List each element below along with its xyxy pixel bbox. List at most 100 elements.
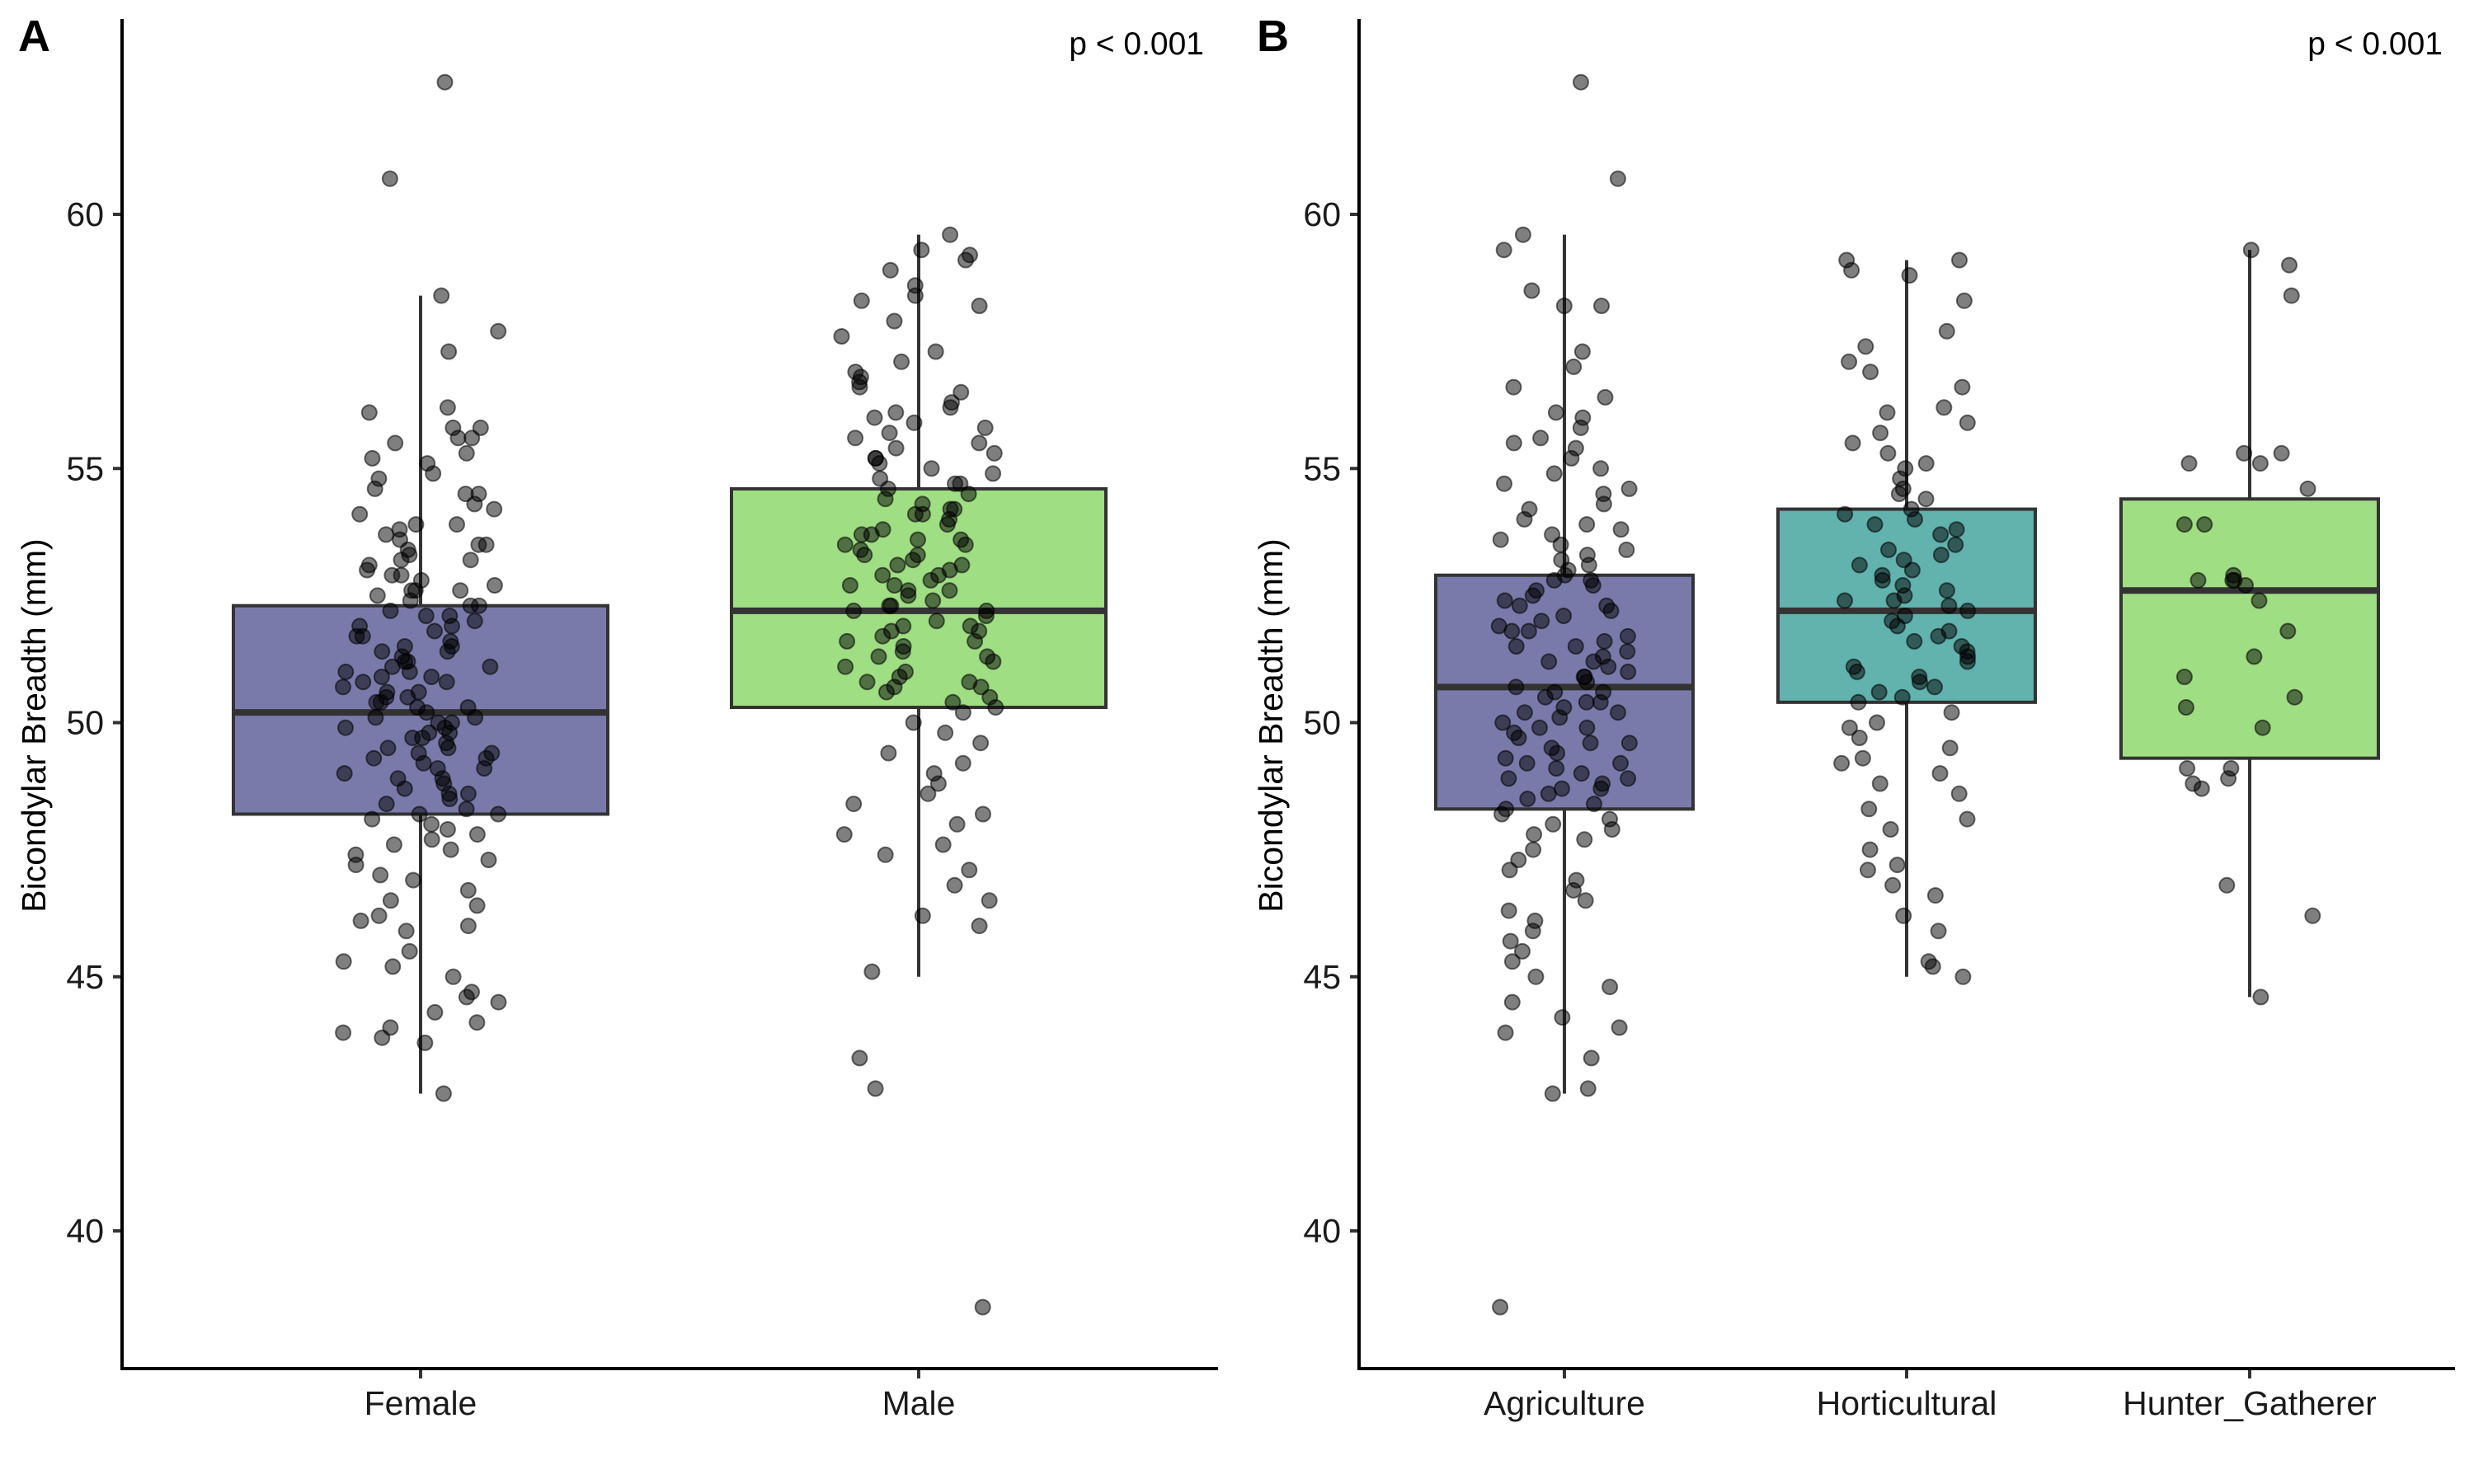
data-point	[1602, 979, 1619, 996]
data-point	[1959, 414, 1976, 431]
data-point	[1598, 597, 1616, 614]
data-point	[874, 566, 891, 584]
data-point	[962, 618, 979, 635]
data-point	[1895, 907, 1912, 924]
panel-a: A p < 0.001 Bicondylar Breadth (mm) 40 45…	[15, 12, 1218, 1422]
data-point	[937, 724, 954, 741]
data-point	[1926, 887, 1944, 904]
data-point	[2179, 760, 2196, 777]
data-point	[1572, 419, 1589, 436]
data-point	[1540, 653, 1558, 670]
data-point	[913, 242, 930, 259]
data-point	[419, 455, 436, 472]
box-horticultural	[1776, 260, 2037, 977]
data-point	[1879, 444, 1897, 462]
p-value-annotation-b: p < 0.001	[2307, 26, 2443, 62]
y-ticks-a: 40 45 50 55 60	[66, 195, 122, 1250]
data-point	[976, 419, 994, 436]
box-male	[730, 234, 1108, 977]
data-point	[2180, 455, 2198, 472]
y-tick-label: 40	[1303, 1212, 1341, 1250]
data-point	[2304, 907, 2321, 924]
data-point	[929, 775, 947, 792]
data-point	[1532, 430, 1550, 447]
data-point	[490, 322, 507, 340]
data-point	[881, 425, 898, 442]
data-point	[1901, 267, 1918, 284]
data-point	[1903, 561, 1921, 579]
data-point	[835, 826, 853, 843]
y-tick-label: 40	[66, 1212, 104, 1250]
data-point	[1497, 749, 1514, 767]
data-point	[440, 740, 457, 757]
data-point	[952, 475, 969, 492]
data-point	[401, 942, 418, 960]
data-point	[462, 597, 479, 614]
data-point	[486, 577, 503, 594]
data-point	[1843, 261, 1860, 279]
data-point	[905, 414, 923, 431]
y-tick-label: 50	[66, 704, 104, 742]
data-point	[1554, 780, 1570, 797]
data-point	[1582, 735, 1599, 752]
data-point	[359, 561, 376, 579]
data-point	[1930, 923, 1947, 940]
data-point	[397, 923, 415, 940]
data-point	[971, 434, 988, 452]
data-point	[1555, 298, 1573, 314]
data-point	[462, 552, 479, 569]
data-point	[910, 531, 926, 548]
data-point	[1548, 760, 1565, 777]
data-point	[1841, 719, 1858, 736]
data-point	[2196, 516, 2213, 533]
data-point	[381, 170, 398, 187]
data-point	[887, 439, 905, 457]
data-point	[858, 674, 876, 691]
data-point	[886, 312, 903, 330]
y-tick-label: 55	[66, 449, 104, 487]
data-point	[2242, 242, 2260, 259]
data-point	[384, 958, 402, 975]
data-point	[468, 826, 486, 843]
data-point	[374, 643, 391, 660]
box-iqr	[1776, 507, 2037, 704]
data-point	[1888, 618, 1906, 635]
data-point	[938, 516, 956, 533]
box-agriculture	[1434, 234, 1695, 1094]
data-point	[1547, 404, 1564, 421]
data-point	[382, 602, 399, 619]
data-point	[441, 724, 459, 741]
data-point	[1959, 810, 1976, 828]
x-ticks-a: Female Male	[365, 1369, 955, 1422]
data-point	[954, 704, 971, 721]
x-tick-label: Agriculture	[1484, 1384, 1645, 1422]
data-point	[441, 608, 459, 624]
data-point	[928, 613, 945, 630]
data-point	[449, 430, 467, 447]
data-point	[1593, 298, 1610, 314]
panel-tag-a: A	[18, 12, 50, 61]
data-point	[1592, 693, 1609, 711]
data-point	[1948, 521, 1965, 538]
data-point	[1507, 638, 1525, 655]
data-point	[1907, 510, 1923, 528]
data-point	[1576, 669, 1593, 685]
data-point	[1505, 434, 1522, 452]
data-point	[466, 613, 483, 630]
data-point	[1595, 495, 1612, 513]
data-point	[477, 749, 495, 767]
data-point	[972, 735, 990, 752]
data-point	[1578, 516, 1596, 533]
data-point	[435, 1085, 452, 1102]
data-point	[1932, 526, 1950, 543]
data-point	[370, 907, 388, 924]
data-point	[1545, 815, 1562, 833]
data-point	[1866, 516, 1884, 533]
data-point	[1500, 902, 1517, 919]
data-point	[882, 622, 900, 640]
data-point	[426, 1003, 444, 1021]
data-point	[1882, 821, 1899, 838]
data-point	[942, 399, 959, 416]
data-point	[1860, 801, 1878, 818]
data-point	[379, 740, 397, 757]
